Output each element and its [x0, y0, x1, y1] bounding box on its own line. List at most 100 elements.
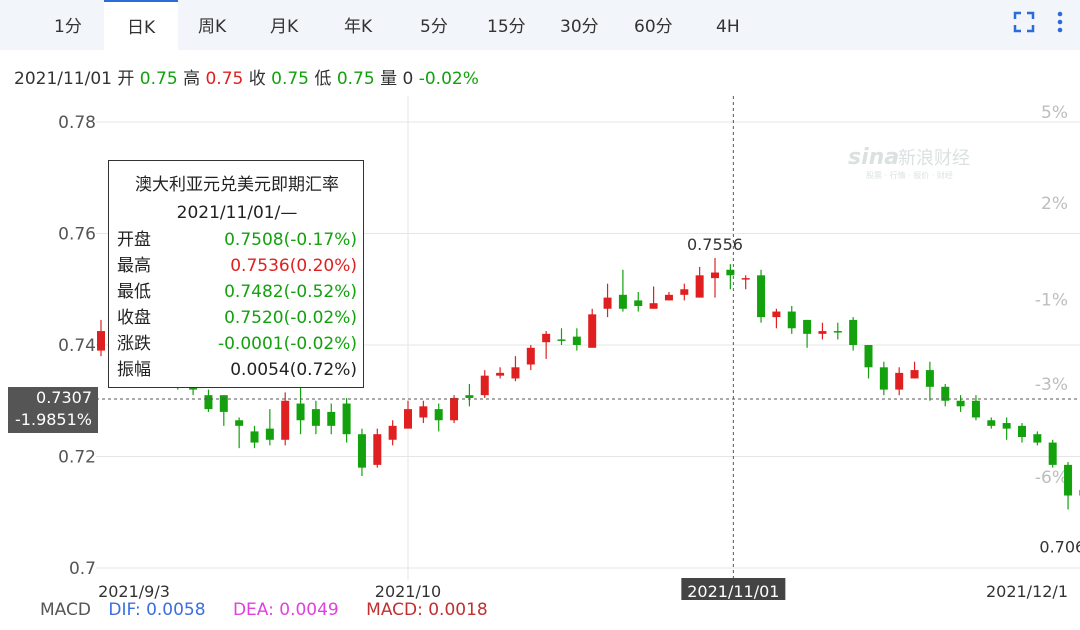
watermark-sub: 股票 · 行情 · 报价 · 财经: [866, 170, 953, 180]
tab-yearly-k[interactable]: 年K: [344, 17, 373, 37]
y-tick-label: 0.7: [69, 559, 96, 579]
candle-body: [787, 311, 796, 329]
tab-5min[interactable]: 5分: [420, 17, 448, 37]
candle-body: [941, 386, 950, 401]
candle-body: [588, 314, 597, 348]
candle-body: [726, 269, 735, 276]
tooltip-value: -0.0001(-0.02%): [217, 334, 357, 354]
info-high-label: 高: [183, 69, 201, 89]
info-close: 0.75: [271, 69, 309, 89]
tooltip-label: 涨跌: [117, 334, 151, 354]
max-price-label: 0.7556: [687, 235, 743, 254]
candle-body: [910, 370, 919, 379]
candle-body: [542, 333, 551, 343]
tooltip-date: 2021/11/01/—: [176, 203, 298, 223]
info-open: 0.75: [139, 69, 178, 89]
tooltip-row-close: 收盘 0.7520(-0.02%): [117, 305, 357, 331]
y-tick-label: 0.72: [58, 448, 96, 468]
candle-body: [603, 297, 612, 309]
candle-body: [711, 272, 719, 279]
tab-4h[interactable]: 4H: [716, 17, 740, 37]
macd-legend: MACD DIF: 0.0058 DEA: 0.0049 MACD: 0.001…: [40, 600, 510, 620]
candle-body: [833, 331, 842, 333]
crosshair-pct: -1.9851%: [15, 410, 92, 429]
candle-body: [235, 420, 244, 426]
candle-body: [1033, 434, 1042, 443]
info-date: 2021/11/01: [14, 69, 112, 89]
pct-tick-label: 5%: [1041, 103, 1068, 123]
tooltip-title: 澳大利亚元兑美元即期汇率: [135, 175, 339, 195]
tooltip-row-amplitude: 振幅 0.0054(0.72%): [117, 357, 357, 383]
candle-body: [404, 409, 412, 429]
candle-body: [265, 428, 274, 440]
candle-body: [465, 395, 474, 398]
tooltip-label: 振幅: [117, 360, 151, 380]
candle-body: [97, 331, 105, 351]
watermark-logo: sina: [848, 145, 899, 170]
toolbar: [992, 9, 1064, 41]
tab-daily-k[interactable]: 日K: [104, 0, 179, 50]
candle-body: [250, 431, 259, 443]
candle-body: [680, 289, 689, 295]
tab-1min[interactable]: 1分: [54, 17, 82, 37]
candle-body: [311, 409, 320, 426]
candle-body: [987, 420, 996, 426]
candle-body: [296, 403, 305, 421]
min-price-label: 0.7060: [1039, 538, 1080, 557]
candle-body: [879, 367, 888, 390]
tooltip-value: 0.7508(-0.17%): [224, 230, 357, 250]
macd-value: MACD: 0.0018: [366, 600, 488, 620]
ohlc-tooltip: 澳大利亚元兑美元即期汇率 2021/11/01/— 开盘 0.7508(-0.17…: [108, 160, 364, 388]
candlestick-chart[interactable]: sina 新浪财经 股票 · 行情 · 报价 · 财经 0.78 0.76 0.74…: [0, 96, 1080, 600]
info-volume-label: 量: [380, 69, 398, 89]
macd-dif: DIF: 0.0058: [108, 600, 206, 620]
tab-15min[interactable]: 15分: [487, 17, 526, 37]
candle-body: [772, 311, 781, 318]
macd-label: MACD: [40, 600, 91, 620]
info-volume: 0: [402, 69, 414, 89]
candle-body: [496, 372, 505, 376]
tab-weekly-k[interactable]: 周K: [198, 17, 227, 37]
period-tabs: 1分 日K 周K 月K 年K 5分 15分 30分 60分 4H: [0, 0, 1080, 50]
info-high: 0.75: [205, 69, 244, 89]
tooltip-value: 0.7520(-0.02%): [224, 308, 357, 328]
candle-body: [803, 319, 812, 334]
candle-body: [327, 411, 336, 426]
y-tick-label: 0.76: [58, 225, 96, 245]
candle-body: [757, 275, 766, 318]
info-change: -0.02%: [418, 69, 479, 89]
candle-body: [664, 294, 673, 301]
y-tick-label: 0.78: [58, 113, 96, 133]
fullscreen-icon[interactable]: [1012, 10, 1036, 40]
candle-body: [895, 372, 904, 390]
crosshair-date-box: [681, 578, 786, 600]
x-tick-label: 2021/12/1: [986, 582, 1068, 600]
x-tick-label: 2021/9/3: [98, 582, 170, 600]
candle-body: [618, 294, 627, 309]
pct-axis-ticks: 5% 2% -1% -3% -6%: [1035, 103, 1068, 488]
candle-body: [634, 300, 643, 306]
tooltip-row-change: 涨跌 -0.0001(-0.02%): [117, 331, 357, 357]
pct-tick-label: 2%: [1041, 194, 1068, 214]
tab-60min[interactable]: 60分: [634, 17, 673, 37]
tab-30min[interactable]: 30分: [560, 17, 599, 37]
candle-body: [557, 339, 566, 341]
ohlc-info-bar: 2021/11/01 开 0.75 高 0.75 收 0.75 低 0.75 量…: [14, 64, 479, 89]
x-tick-label: 2021/10: [375, 582, 441, 600]
candle-body: [357, 434, 366, 468]
candle-body: [864, 345, 873, 368]
tooltip-row-high: 最高 0.7536(0.20%): [117, 253, 357, 279]
candles: [97, 258, 1080, 510]
x-tick-label: 2021/11/01: [687, 582, 779, 600]
info-low: 0.75: [336, 69, 375, 89]
more-vertical-icon[interactable]: [1056, 10, 1064, 40]
candle-body: [971, 400, 980, 418]
tooltip-value: 0.7536(0.20%): [230, 256, 357, 276]
sina-watermark: sina 新浪财经 股票 · 行情 · 报价 · 财经: [848, 145, 970, 180]
tab-monthly-k[interactable]: 月K: [270, 17, 299, 37]
y-axis-ticks: 0.78 0.76 0.74 0.72 0.7: [58, 113, 96, 579]
crosshair: 0.7307 -1.9851%: [8, 96, 1080, 580]
candle-body: [373, 434, 382, 465]
candle-body: [419, 406, 428, 418]
tooltip-label: 最高: [117, 256, 151, 276]
